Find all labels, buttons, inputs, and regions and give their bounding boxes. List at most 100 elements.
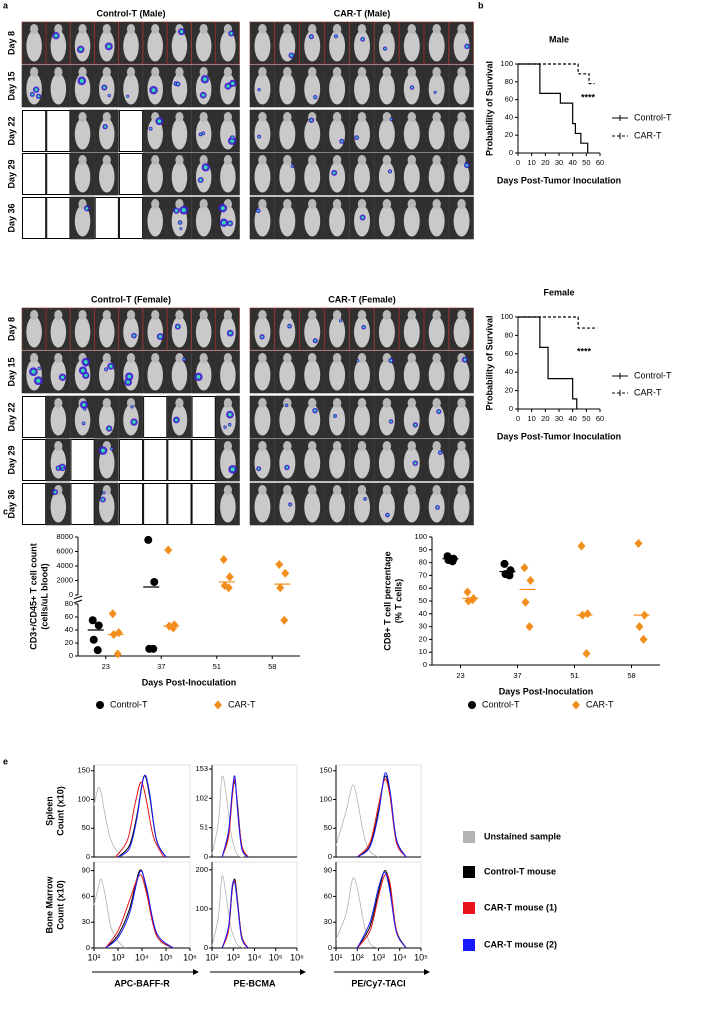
group-title: Control-T (Male) <box>97 8 166 18</box>
mouse-head <box>175 310 184 320</box>
signal-core <box>31 93 34 96</box>
mouse-body <box>171 359 188 391</box>
signal-core <box>82 403 86 407</box>
mouse-body <box>50 491 67 523</box>
mouse-body <box>428 316 445 348</box>
signal-core <box>183 358 185 361</box>
mouse-head <box>407 353 417 363</box>
empty-cell <box>167 439 192 481</box>
mouse-body <box>304 30 321 62</box>
mouse-head <box>102 353 111 363</box>
signal-core <box>228 331 232 335</box>
signal-core <box>390 420 393 423</box>
x-tick-label: 30 <box>555 158 563 167</box>
y-tick-label: 60 <box>65 612 73 621</box>
mouse-body <box>329 161 346 193</box>
y-tick-label: 20 <box>505 130 513 139</box>
mouse-body <box>99 404 115 436</box>
mouse-head <box>457 155 466 165</box>
mouse-head <box>199 353 208 363</box>
signal-core <box>203 165 208 170</box>
signal-core <box>105 368 107 371</box>
y-axis-label: Count (x10) <box>55 786 65 836</box>
mouse-body <box>354 404 370 436</box>
signal-core <box>411 86 414 89</box>
signal-core <box>314 339 317 342</box>
x-tick-label: 20 <box>541 158 549 167</box>
x-tick-label: 60 <box>596 158 604 167</box>
panel-label: a <box>3 0 9 10</box>
y-tick-label: 40 <box>419 609 427 618</box>
x-tick-label: 0 <box>516 158 520 167</box>
signal-core <box>230 138 234 143</box>
y-tick-label: 80 <box>505 330 513 339</box>
histogram-curve <box>105 869 174 949</box>
mouse-body <box>99 118 115 150</box>
mouse-head <box>258 24 267 34</box>
histogram-curve <box>356 778 407 858</box>
signal-core <box>310 35 313 38</box>
legend-label: CAR-T mouse (1) <box>484 902 557 912</box>
mouse-body <box>378 447 395 479</box>
mouse-head <box>29 353 39 363</box>
mouse-head <box>258 398 267 408</box>
day-label: Day 15 <box>6 357 16 386</box>
mouse-body <box>147 118 163 150</box>
data-point <box>582 648 591 658</box>
mouse-body <box>220 404 236 436</box>
empty-cell <box>143 483 168 525</box>
mouse-body <box>403 118 420 150</box>
mouse-head <box>407 485 417 495</box>
signal-core <box>290 54 293 57</box>
mouse-head <box>223 398 233 408</box>
empty-cell <box>22 197 47 239</box>
mouse-head <box>151 24 160 34</box>
mouse-head <box>102 24 111 34</box>
signal-core <box>389 170 391 173</box>
y-tick-label: 153 <box>195 764 208 773</box>
signal-core <box>31 369 36 374</box>
mouse-body <box>99 491 115 523</box>
mouse-body <box>254 73 271 105</box>
data-point <box>281 568 290 578</box>
signal-core <box>158 335 162 339</box>
mouse-head <box>175 398 184 408</box>
mouse-head <box>126 67 136 77</box>
mouse-body <box>403 316 420 348</box>
histogram-curve <box>93 878 126 949</box>
x-tick-label: 10² <box>205 952 218 962</box>
x-tick-label: 10¹ <box>329 952 342 962</box>
histogram-curve <box>211 775 244 858</box>
mouse-body <box>254 316 271 348</box>
mouse-body <box>354 73 370 105</box>
mouse-body <box>279 73 296 105</box>
mouse-head <box>29 24 39 34</box>
data-point <box>520 563 529 573</box>
legend-swatch <box>463 866 475 878</box>
mouse-head <box>54 310 63 320</box>
empty-cell <box>118 483 144 525</box>
signal-core <box>221 220 226 225</box>
x-tick-label: 23 <box>456 671 464 680</box>
empty-cell <box>118 197 144 239</box>
mouse-head <box>307 199 317 209</box>
signal-core <box>465 45 469 48</box>
signal-core <box>174 418 178 422</box>
x-tick-label: 10⁴ <box>135 952 149 962</box>
legend-label: CAR-T <box>634 130 662 140</box>
y-tick-label: 60 <box>505 95 513 104</box>
mouse-head <box>332 441 342 451</box>
mouse-body <box>99 161 115 193</box>
mouse-head <box>382 485 392 495</box>
signal-core <box>179 221 182 224</box>
signal-core <box>199 178 203 182</box>
mouse-body <box>329 73 346 105</box>
mouse-body <box>123 316 139 348</box>
data-point <box>219 554 228 564</box>
mouse-body <box>354 161 370 193</box>
mouse-head <box>283 24 292 34</box>
mouse-body <box>453 316 470 348</box>
mouse-head <box>457 398 466 408</box>
signal-core <box>109 364 113 368</box>
legend-label: Control-T <box>634 112 672 122</box>
